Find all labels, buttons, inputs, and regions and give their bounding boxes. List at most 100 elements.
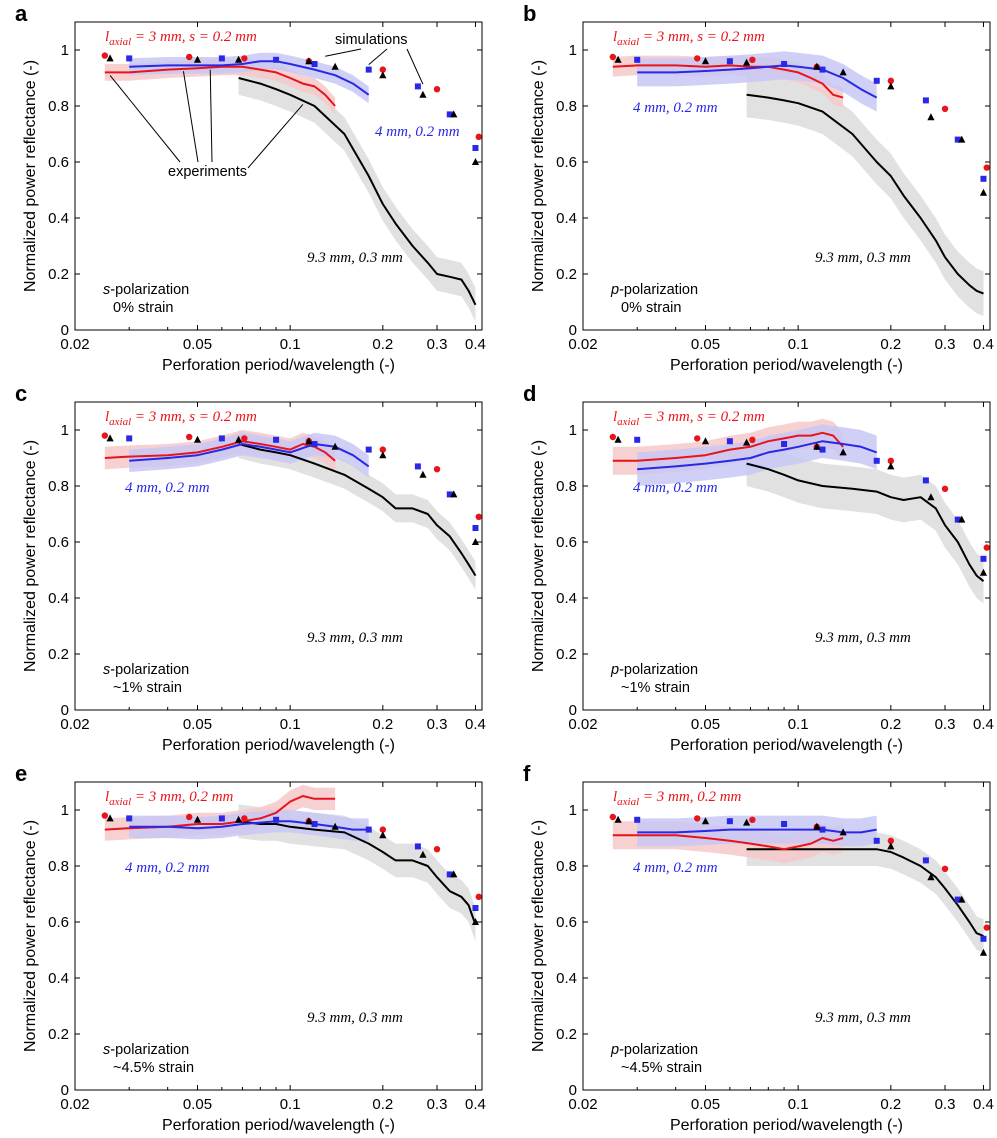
label-black: 9.3 mm, 0.3 mm — [307, 1010, 403, 1026]
polarization-note: p-polarization — [610, 282, 698, 298]
polarization-note: s-polarization — [103, 1042, 189, 1058]
x-tick-label: 0.3 — [427, 1096, 448, 1113]
x-tick-label: 0.1 — [280, 716, 301, 733]
label-red-rest: = 3 mm, 0.2 mm — [639, 789, 741, 805]
y-tick-label: 0.8 — [556, 858, 577, 875]
x-tick-label: 0.4 — [973, 336, 994, 353]
sim-red-point — [694, 815, 701, 822]
sim-red-point — [433, 86, 441, 93]
sim-blue-point — [472, 145, 479, 151]
label-red-l: l — [613, 789, 617, 805]
sim-blue-point — [126, 55, 133, 62]
line-red — [104, 65, 336, 107]
sim-red-point — [101, 52, 109, 59]
strain-note: ~4.5% strain — [113, 1060, 194, 1076]
x-tick-label: 0.4 — [465, 1096, 486, 1113]
sim-blue-point — [446, 491, 453, 498]
y-tick-label: 0.2 — [48, 646, 69, 663]
y-tick-label: 0 — [569, 322, 577, 339]
label-red-sub: axial — [617, 796, 639, 808]
strain-note: ~1% strain — [113, 680, 182, 696]
y-tick-label: 0.8 — [48, 478, 69, 495]
sim-blue-point — [126, 815, 133, 822]
label-red: laxial = 3 mm, s = 0.2 mm — [105, 409, 257, 428]
sim-blue-point — [781, 441, 788, 447]
polarization-word: -polarization — [619, 662, 698, 678]
label-red-l: l — [613, 409, 617, 425]
axes-box — [74, 21, 483, 331]
label-black: 9.3 mm, 0.3 mm — [307, 630, 403, 646]
simulations-pointer — [406, 48, 424, 85]
sim-red-point — [609, 813, 617, 821]
label-red: laxial = 3 mm, s = 0.2 mm — [613, 29, 765, 48]
sim-blue-point — [819, 826, 826, 833]
sim-blue-point — [365, 66, 372, 73]
x-tick-label: 0.02 — [568, 336, 597, 353]
sim-black-point — [839, 68, 847, 76]
panel-b: b 0.02 0.05 0.1 0.2 0.3 0.4 0 0.2 0.4 0.6 0.8 1 Perfo… — [523, 1, 994, 374]
polarization-letter: s — [103, 662, 110, 678]
label-red-sub: axial — [109, 796, 131, 808]
x-axis-label: Perforation period/wavelength (-) — [670, 737, 903, 754]
sim-red-point — [887, 837, 895, 844]
x-tick-label: 0.02 — [60, 716, 89, 733]
x-tick-label: 0.2 — [880, 1096, 901, 1113]
label-red-l: l — [105, 789, 109, 805]
experiments-pointer — [209, 69, 213, 163]
x-axis-label: Perforation period/wavelength (-) — [162, 357, 395, 374]
sim-blue-point — [980, 935, 987, 942]
sim-blue-point — [634, 436, 641, 443]
x-tick-label: 0.05 — [183, 336, 212, 353]
line-black — [746, 848, 984, 937]
x-tick-label: 0.05 — [183, 1096, 212, 1113]
x-tick-label: 0.4 — [465, 336, 486, 353]
panel-letter: e — [15, 761, 27, 786]
line-black — [238, 443, 477, 577]
x-tick-label: 0.3 — [427, 716, 448, 733]
y-tick-label: 1 — [569, 42, 577, 59]
panel-c: c 0.02 0.05 0.1 0.2 0.3 0.4 0 0.2 0.4 0.6 0.8 1 Perfo… — [15, 381, 486, 754]
label-blue: 4 mm, 0.2 mm — [125, 860, 210, 876]
x-tick-label: 0.2 — [372, 1096, 393, 1113]
y-tick-label: 0.6 — [556, 534, 577, 551]
label-red-l: l — [105, 29, 109, 45]
sim-blue-point — [311, 821, 318, 827]
axes-box — [74, 781, 483, 1091]
sim-red-point — [241, 815, 248, 822]
sim-black-point — [614, 55, 622, 63]
y-tick-label: 0.6 — [48, 534, 69, 551]
experiments-pointer — [109, 75, 181, 163]
label-red-rest: = 3 mm, 0.2 mm — [131, 789, 233, 805]
sim-black-point — [331, 822, 339, 830]
sim-blue-point — [273, 56, 280, 63]
sim-blue-point — [873, 457, 880, 464]
sim-black-point — [742, 818, 751, 826]
sim-black-point — [234, 435, 243, 443]
x-tick-label: 0.1 — [788, 336, 809, 353]
line-black — [238, 77, 477, 306]
sim-red-point — [887, 457, 895, 464]
label-red-l: l — [613, 29, 617, 45]
y-axis-label: Normalized power reflectance (-) — [530, 60, 547, 292]
sim-blue-point — [365, 826, 372, 833]
x-tick-label: 0.02 — [60, 336, 89, 353]
sim-red-point — [101, 432, 109, 439]
y-tick-label: 0.2 — [48, 266, 69, 283]
sim-red-point — [749, 56, 756, 63]
panel-f: f 0.02 0.05 0.1 0.2 0.3 0.4 0 0.2 0.4 0.6 0.8 1 Perfo… — [523, 761, 994, 1134]
sim-black-point — [979, 188, 988, 196]
sim-black-point — [419, 90, 427, 98]
line-red — [612, 834, 844, 851]
sim-red-point — [186, 53, 193, 61]
sim-red-point — [941, 865, 949, 872]
sim-black-point — [450, 870, 458, 878]
sim-black-point — [305, 437, 313, 445]
y-tick-label: 0.4 — [48, 970, 69, 987]
sim-red-point — [475, 893, 482, 900]
sim-black-point — [958, 135, 966, 143]
sim-red-point — [983, 924, 990, 931]
sim-red-point — [101, 812, 109, 819]
sim-blue-point — [922, 97, 929, 104]
label-red-l: l — [105, 409, 109, 425]
